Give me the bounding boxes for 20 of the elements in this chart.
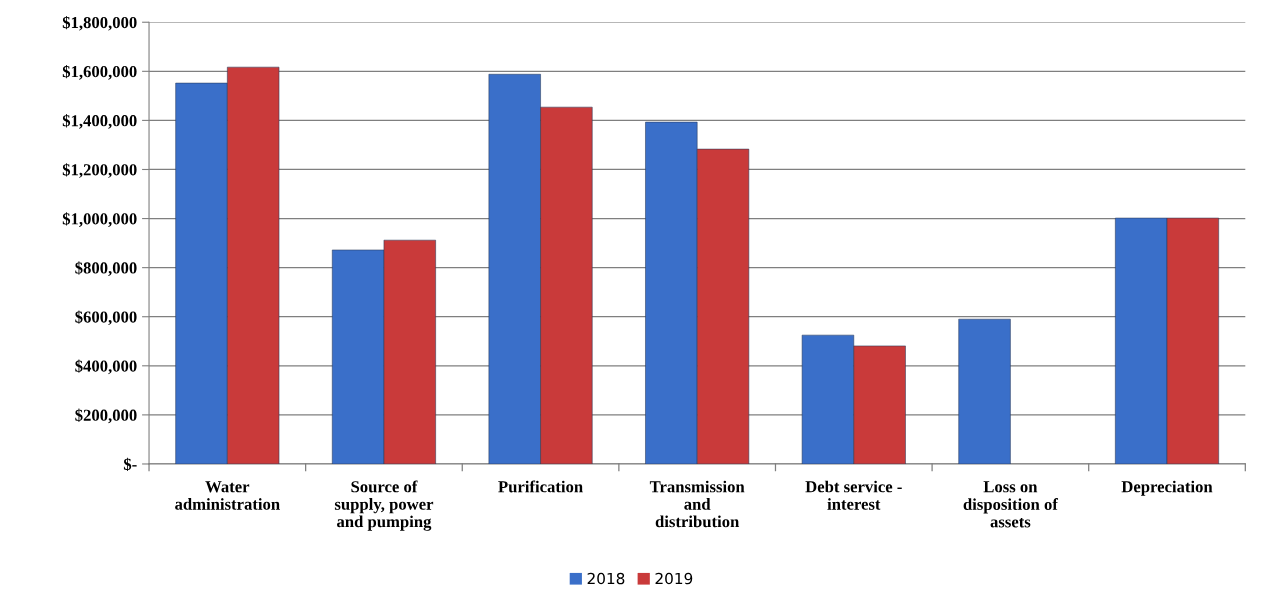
x-tick-label: Purification [498,480,583,493]
x-tick-label: Transmission and distribution [649,480,745,528]
y-tick-label: $1,600,000 [62,65,137,80]
x-tick-label: Water administration [175,481,280,510]
y-tick-label: $- [123,457,137,472]
legend-label: 2019 [655,572,693,585]
x-tick-label: Depreciation [1121,480,1213,496]
y-tick-label: $1,800,000 [62,15,137,31]
y-tick-label: $400,000 [75,359,137,375]
y-tick-label: $800,000 [75,261,137,277]
y-tick-label: $1,200,000 [62,163,137,178]
y-tick-label: $1,400,000 [62,114,137,129]
bar [958,318,1011,464]
y-tick-label: $1,000,000 [62,212,137,227]
x-tick-label: Debt service - interest [805,480,902,510]
y-tick-label: $200,000 [75,408,137,424]
x-tick-label: Source of supply, power and pumping [334,480,434,531]
x-tick-label: Loss on disposition of assets [963,481,1059,528]
y-tick-label: $600,000 [75,310,137,326]
legend-label: 2018 [587,572,625,585]
